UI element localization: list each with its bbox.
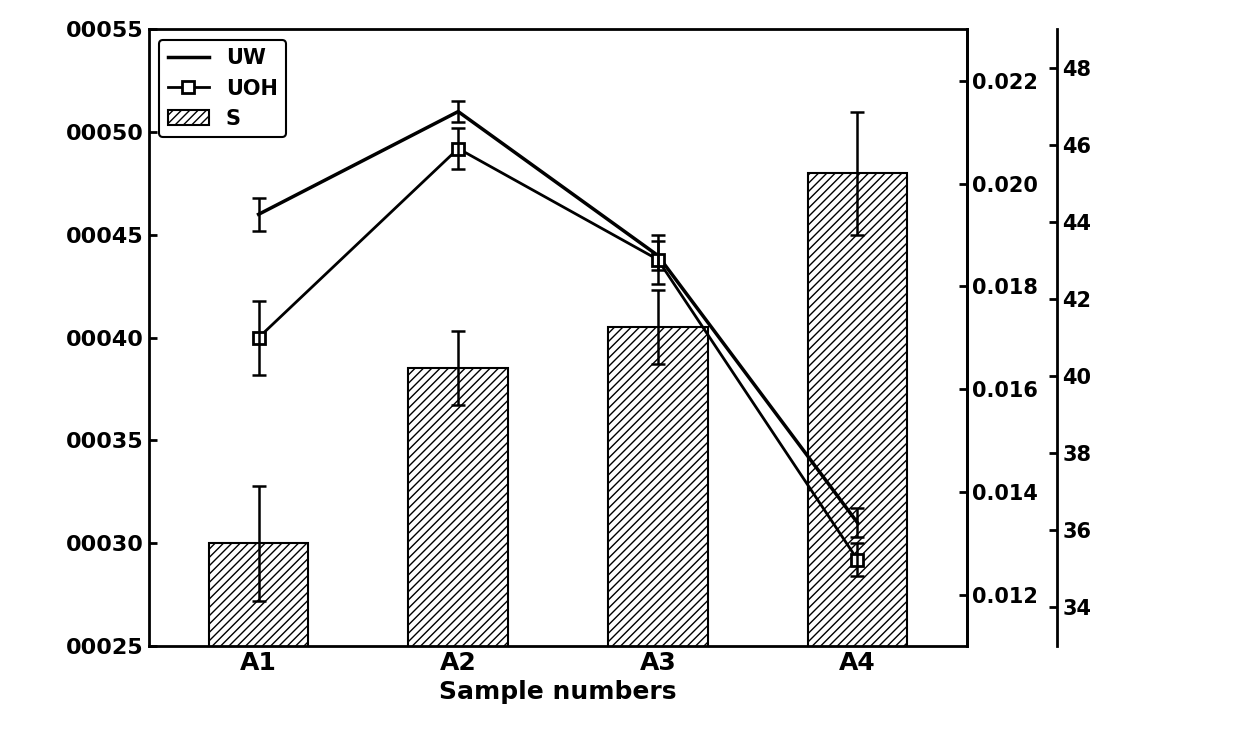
Legend: UW, UOH, S: UW, UOH, S <box>159 40 286 137</box>
Bar <box>408 368 508 734</box>
Bar <box>208 543 309 734</box>
X-axis label: Sample numbers: Sample numbers <box>439 680 677 705</box>
Bar <box>608 327 708 734</box>
Bar <box>807 173 908 734</box>
